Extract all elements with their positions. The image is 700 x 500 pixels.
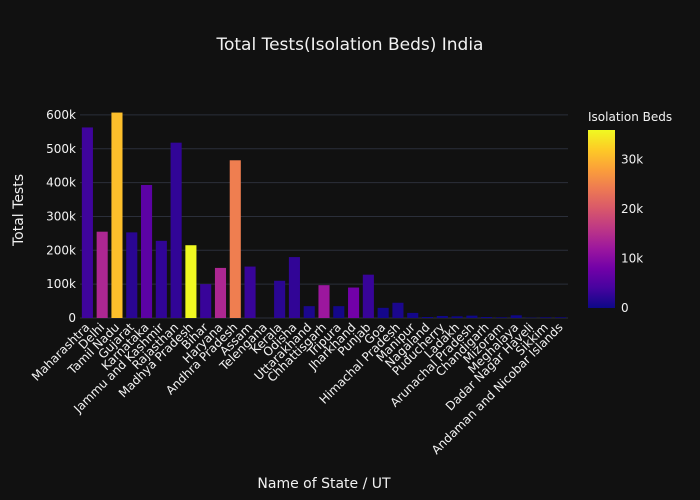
y-tick-label: 500k — [46, 142, 76, 156]
bars — [81, 112, 567, 318]
bar — [185, 245, 197, 318]
y-tick-labels: 0 100k 200k 300k 400k 500k 600k — [46, 108, 76, 325]
bar — [540, 317, 552, 318]
bar — [81, 127, 93, 318]
bar — [244, 266, 256, 318]
bar — [495, 317, 507, 318]
y-axis-title: Total Tests — [11, 174, 27, 247]
colorbar-title: Isolation Beds — [588, 110, 672, 124]
bar — [392, 302, 404, 318]
colorbar — [588, 130, 615, 308]
x-axis-title: Name of State / UT — [257, 476, 391, 492]
bar — [303, 306, 315, 318]
chart-title: Total Tests(Isolation Beds) India — [216, 35, 484, 55]
bar — [318, 285, 330, 318]
bar — [466, 315, 478, 318]
y-tick-label: 400k — [46, 176, 76, 190]
bar — [421, 316, 434, 318]
bar — [200, 284, 212, 318]
bar — [229, 160, 241, 318]
y-tick-label: 600k — [46, 108, 76, 122]
bar — [555, 317, 567, 318]
colorbar-tick-labels: 0 10k 20k 30k — [621, 153, 643, 315]
colorbar-tick-label: 10k — [621, 252, 643, 266]
bar — [111, 112, 123, 318]
bar — [510, 315, 522, 318]
bar — [141, 184, 153, 318]
bar — [451, 316, 463, 318]
bar — [126, 232, 138, 318]
bar — [274, 280, 286, 318]
y-tick-label: 300k — [46, 209, 76, 223]
y-tick-label: 0 — [68, 311, 76, 325]
bar — [407, 312, 419, 318]
y-tick-label: 200k — [46, 243, 76, 257]
bar — [288, 257, 300, 318]
bar — [362, 274, 374, 318]
bar — [155, 240, 167, 318]
y-tick-label: 100k — [46, 277, 76, 291]
bar — [170, 142, 182, 318]
bar — [214, 267, 227, 318]
bar — [348, 287, 360, 318]
bar — [436, 315, 448, 318]
bar — [333, 306, 345, 318]
bar — [96, 231, 108, 318]
colorbar-tick-label: 0 — [621, 301, 629, 315]
bar — [481, 316, 493, 318]
colorbar-tick-label: 20k — [621, 202, 643, 216]
bar — [377, 307, 389, 318]
colorbar-tick-label: 30k — [621, 153, 643, 167]
